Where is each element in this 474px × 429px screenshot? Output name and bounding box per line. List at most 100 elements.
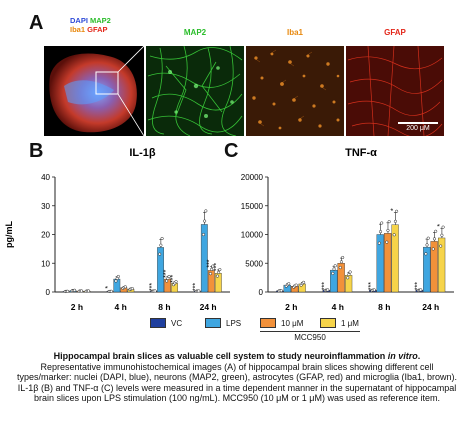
map2-label: MAP2	[90, 16, 111, 25]
data-point-0-1-0-2	[109, 289, 113, 293]
legend-swatch-1um	[320, 318, 336, 328]
panel-label-c: C	[224, 140, 239, 162]
y-axis-label-0: pg/mL	[4, 221, 14, 248]
significance-marker-1-2: *	[390, 208, 397, 211]
overview-micrograph	[44, 46, 144, 136]
data-point-0-3-2-0	[208, 272, 212, 276]
mcc950-bracket	[260, 331, 360, 332]
iba1-panel-label: Iba1	[286, 28, 303, 37]
chart-title-0: IL-1β	[129, 147, 156, 159]
data-point-1-2-2-2	[387, 220, 391, 224]
significance-marker-0-1: ***	[149, 283, 156, 291]
y-tick-label-0-0: 0	[46, 288, 51, 297]
data-point-0-2-1-0	[158, 252, 162, 256]
iba1-micrograph	[246, 46, 344, 136]
data-point-1-2-3-2	[395, 209, 399, 213]
data-point-1-1-2-0	[338, 266, 342, 270]
significance-marker-0-5: ***	[207, 259, 214, 267]
data-point-0-3-1-0	[201, 233, 205, 237]
data-point-0-3-2-1	[210, 267, 214, 271]
figure-caption: Hippocampal brain slices as valuable cel…	[12, 351, 462, 404]
data-point-1-3-1-0	[424, 252, 428, 256]
x-tick-label-0-0: 2 h	[71, 302, 83, 312]
data-point-0-1-1-0	[114, 279, 118, 283]
legend-swatch-10um	[260, 318, 276, 328]
data-point-0-3-3-1	[217, 270, 221, 274]
data-point-1-1-2-1	[339, 260, 344, 264]
x-tick-label-0-1: 4 h	[114, 302, 126, 312]
legend-item-lps: LPS	[205, 318, 241, 328]
legend-label-vc: VC	[171, 318, 183, 328]
data-point-1-3-2-0	[431, 247, 435, 251]
data-point-1-0-0-2	[279, 289, 283, 293]
significance-marker-0-2: ***	[163, 269, 170, 277]
x-tick-label-1-1: 4 h	[332, 302, 344, 312]
data-point-1-1-3-0	[346, 276, 350, 280]
scale-bar	[398, 122, 438, 124]
x-tick-label-1-3: 24 h	[422, 302, 439, 312]
bar-1-2-3	[391, 224, 399, 293]
mcc950-label: MCC950	[294, 333, 326, 342]
data-point-0-2-0-2	[153, 289, 157, 293]
y-tick-label-0-4: 40	[41, 173, 50, 182]
legend-swatch-lps	[205, 318, 221, 328]
data-point-1-2-3-1	[393, 219, 397, 223]
y-tick-label-1-1: 5000	[245, 259, 263, 268]
data-point-0-0-2-2	[80, 289, 84, 293]
y-tick-label-1-3: 15000	[241, 202, 264, 211]
legend-item-1um: 1 μM	[320, 318, 359, 328]
data-point-1-0-1-2	[287, 282, 291, 286]
data-point-1-1-1-2	[333, 264, 337, 268]
data-point-1-2-1-0	[377, 241, 381, 245]
y-tick-label-0-2: 20	[41, 231, 50, 240]
data-point-1-1-1-0	[331, 271, 335, 275]
data-point-1-3-1-2	[426, 236, 430, 240]
scale-bar-label: 200 μM	[406, 125, 430, 132]
data-point-0-0-0-2	[66, 289, 70, 293]
y-tick-label-0-3: 30	[41, 202, 50, 211]
significance-marker-1-1: ***	[368, 282, 375, 290]
caption-body: Representative immunohistochemical image…	[16, 361, 457, 404]
treatment-legend: VC LPS 10 μM 1 μM MCC950	[150, 318, 450, 350]
caption-title: Hippocampal brain slices as valuable cel…	[12, 351, 462, 362]
caption-title-text: Hippocampal brain slices as valuable cel…	[53, 351, 388, 361]
data-point-0-3-3-2	[218, 268, 222, 272]
data-point-1-2-2-0	[385, 240, 389, 244]
y-tick-label-1-4: 20000	[241, 173, 264, 182]
y-tick-label-0-1: 10	[41, 259, 50, 268]
x-tick-label-0-3: 24 h	[200, 302, 217, 312]
dapi-label: DAPI	[70, 16, 88, 25]
iba1-label: Iba1	[70, 25, 86, 34]
gfap-panel-label: GFAP	[384, 28, 406, 37]
data-point-1-3-0-2	[419, 288, 423, 292]
data-point-0-0-1-2	[73, 288, 77, 292]
significance-marker-0-3: ***	[170, 274, 177, 282]
data-point-1-3-1-1	[425, 243, 429, 247]
legend-label-1um: 1 μM	[341, 318, 359, 328]
significance-marker-1-3: ***	[415, 282, 422, 290]
significance-marker-0-4: ***	[193, 283, 200, 291]
data-point-0-2-2-0	[165, 279, 169, 283]
gfap-label: GFAP	[87, 25, 108, 34]
data-point-0-3-0-2	[197, 289, 201, 293]
data-point-1-0-3-2	[302, 280, 306, 284]
data-point-0-0-3-2	[87, 289, 91, 293]
panel-label-a: A	[29, 12, 44, 34]
data-point-0-2-2-2	[167, 274, 171, 279]
legend-item-vc: VC	[150, 318, 182, 328]
x-tick-label-0-2: 8 h	[158, 302, 170, 312]
data-point-0-1-1-2	[116, 274, 120, 279]
significance-marker-1-0: ***	[322, 282, 329, 290]
legend-swatch-vc	[150, 318, 166, 328]
data-point-1-3-3-0	[439, 244, 443, 248]
map2-micrograph	[146, 46, 244, 136]
caption-title-end: .	[417, 351, 421, 361]
overview-marker-legend: DAPI MAP2 Iba1 GFAP	[70, 16, 111, 34]
data-point-1-1-2-2	[341, 255, 345, 260]
data-point-1-2-0-2	[372, 288, 376, 292]
data-point-1-1-0-2	[326, 288, 330, 292]
data-point-1-3-2-1	[432, 237, 437, 241]
significance-marker-1-4: *	[437, 224, 444, 227]
data-point-0-1-2-2	[123, 285, 127, 289]
